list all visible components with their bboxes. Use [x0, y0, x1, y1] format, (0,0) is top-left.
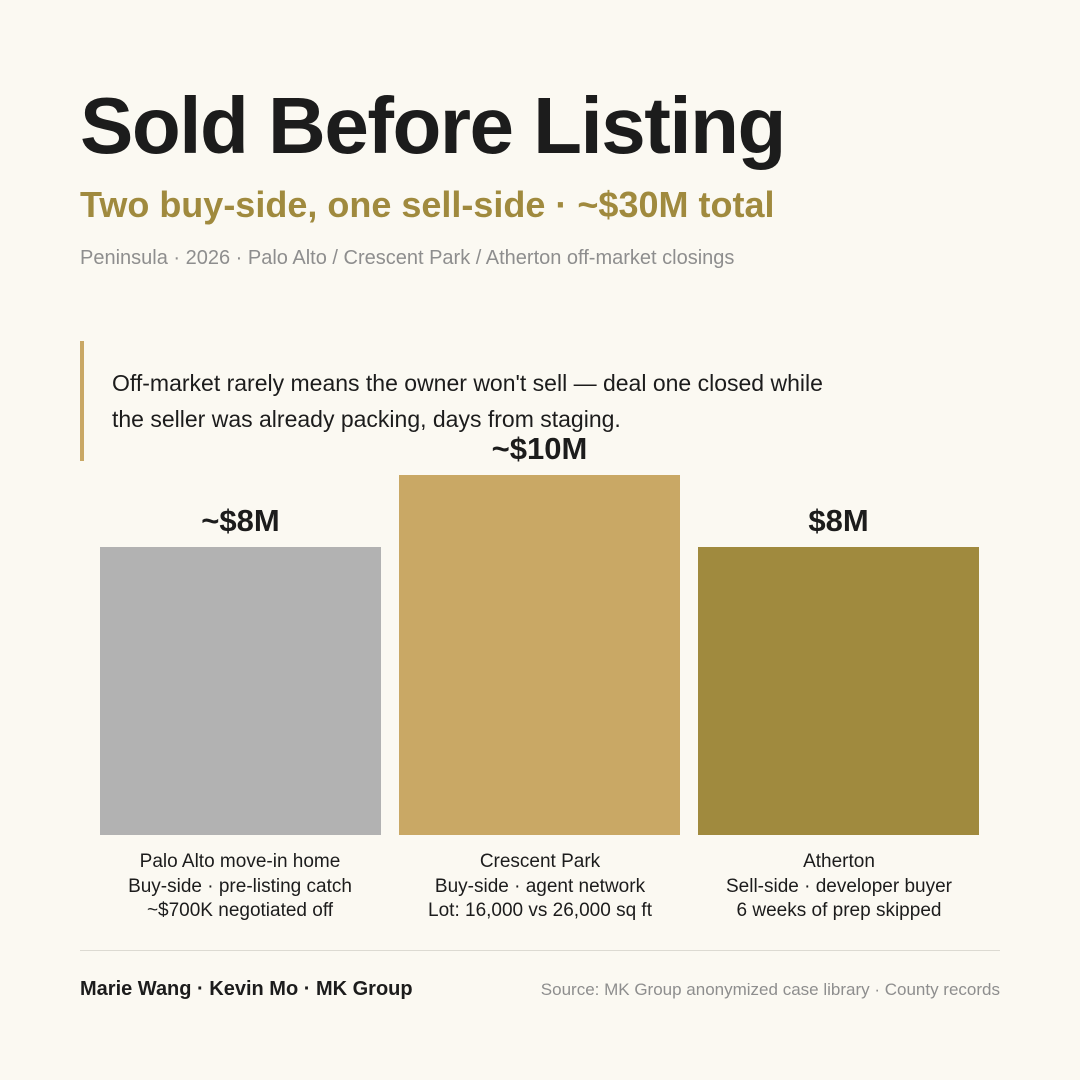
bar-1 — [399, 475, 680, 835]
footer-credits: Marie Wang · Kevin Mo · MK Group — [80, 978, 413, 1000]
footer-divider — [80, 950, 1000, 951]
quote-line-1: Off-market rarely means the owner won't … — [112, 370, 823, 396]
bar-2 — [698, 547, 979, 835]
page-subtitle: Two buy-side, one sell-side · ~$30M tota… — [80, 184, 775, 225]
category-label-2: Atherton Sell-side · developer buyer 6 w… — [694, 850, 984, 924]
category-line: Sell-side · developer buyer — [725, 875, 952, 897]
quote-line-2: the seller was already packing, days fro… — [112, 406, 621, 432]
pull-quote: Off-market rarely means the owner won't … — [80, 341, 950, 461]
page-title: Sold Before Listing — [80, 81, 786, 170]
category-line: Lot: 16,000 vs 26,000 sq ft — [428, 900, 652, 921]
page-meta: Peninsula · 2026 · Palo Alto / Crescent … — [80, 247, 735, 269]
pull-quote-text: Off-market rarely means the owner won't … — [112, 365, 972, 437]
bar-value-label-2: $8M — [808, 503, 868, 538]
category-line: Buy-side · pre-listing catch — [128, 875, 352, 897]
bar-value-label-0: ~$8M — [201, 503, 279, 538]
category-line: Crescent Park — [479, 851, 601, 872]
category-line: ~$700K negotiated off — [146, 900, 334, 921]
category-line: Buy-side · agent network — [434, 875, 646, 897]
category-label-0: Palo Alto move-in home Buy-side · pre-li… — [95, 850, 385, 924]
category-label-1: Crescent Park Buy-side · agent network L… — [395, 850, 685, 924]
category-line: Palo Alto move-in home — [139, 851, 341, 872]
bar-value-label-1: ~$10M — [492, 431, 588, 466]
bar-0 — [100, 547, 381, 835]
category-line: 6 weeks of prep skipped — [736, 900, 942, 921]
category-line: Atherton — [803, 851, 875, 872]
footer-source: Source: MK Group anonymized case library… — [540, 980, 1000, 999]
